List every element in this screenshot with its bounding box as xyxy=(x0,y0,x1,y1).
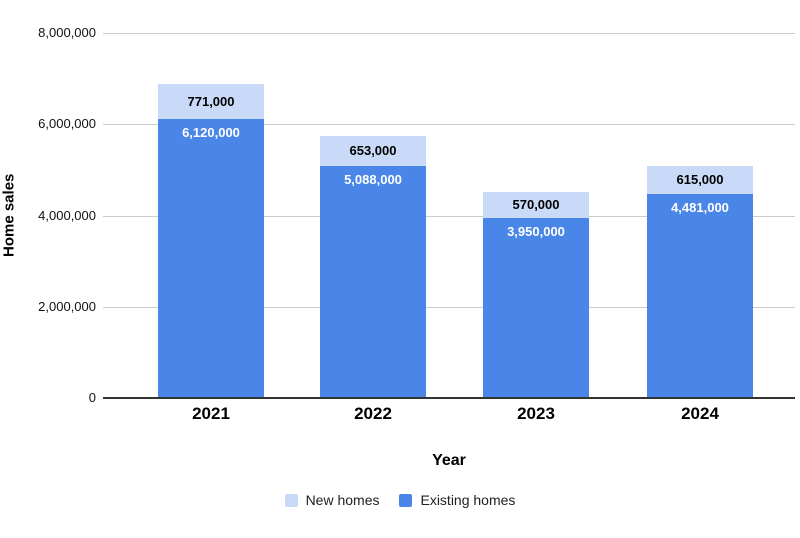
y-tick-label: 6,000,000 xyxy=(38,116,96,132)
x-tick-label-2021: 2021 xyxy=(192,404,230,423)
x-tick-label-2024: 2024 xyxy=(681,404,719,423)
y-tick-label: 8,000,000 xyxy=(38,25,96,40)
bar-2022: 653,000 5,088,000 xyxy=(320,136,426,398)
gridline xyxy=(103,215,795,217)
plot-area: 771,000 6,120,000 653,000 5,088,000 570,000 3… xyxy=(103,33,795,398)
legend-swatch-icon xyxy=(399,493,413,507)
y-tick-label: 4,000,000 xyxy=(38,207,96,223)
y-tick-label: 0 xyxy=(88,390,96,405)
legend-item-existing-homes: Existing homes xyxy=(399,492,515,508)
segment-existing-homes-2024: 4,481,000 xyxy=(647,193,753,398)
x-tick-label-2022: 2022 xyxy=(354,404,392,423)
segment-existing-homes-2021: 6,120,000 xyxy=(158,118,264,398)
segment-new-homes-2022: 653,000 xyxy=(320,136,426,166)
bar-2021: 771,000 6,120,000 xyxy=(158,83,264,398)
segment-existing-homes-2022: 5,088,000 xyxy=(320,165,426,398)
legend-swatch-icon xyxy=(284,493,298,507)
segment-existing-homes-2023: 3,950,000 xyxy=(483,217,589,398)
x-axis-title: Year xyxy=(432,452,466,469)
legend: New homes Existing homes xyxy=(0,492,800,508)
legend-item-new-homes: New homes xyxy=(284,492,380,508)
segment-new-homes-2023: 570,000 xyxy=(483,191,589,218)
y-tick-label: 2,000,000 xyxy=(38,298,96,314)
bar-2023: 570,000 3,950,000 xyxy=(483,191,589,398)
gridline xyxy=(103,33,795,34)
gridline xyxy=(103,306,795,308)
segment-new-homes-2024: 615,000 xyxy=(647,165,753,194)
legend-label: New homes xyxy=(305,492,380,508)
segment-new-homes-2021: 771,000 xyxy=(158,83,264,119)
legend-label: Existing homes xyxy=(420,492,516,508)
gridline xyxy=(103,124,795,126)
x-axis-line xyxy=(103,397,795,399)
bar-2024: 615,000 4,481,000 xyxy=(647,165,753,399)
x-tick-label-2023: 2023 xyxy=(517,404,555,423)
